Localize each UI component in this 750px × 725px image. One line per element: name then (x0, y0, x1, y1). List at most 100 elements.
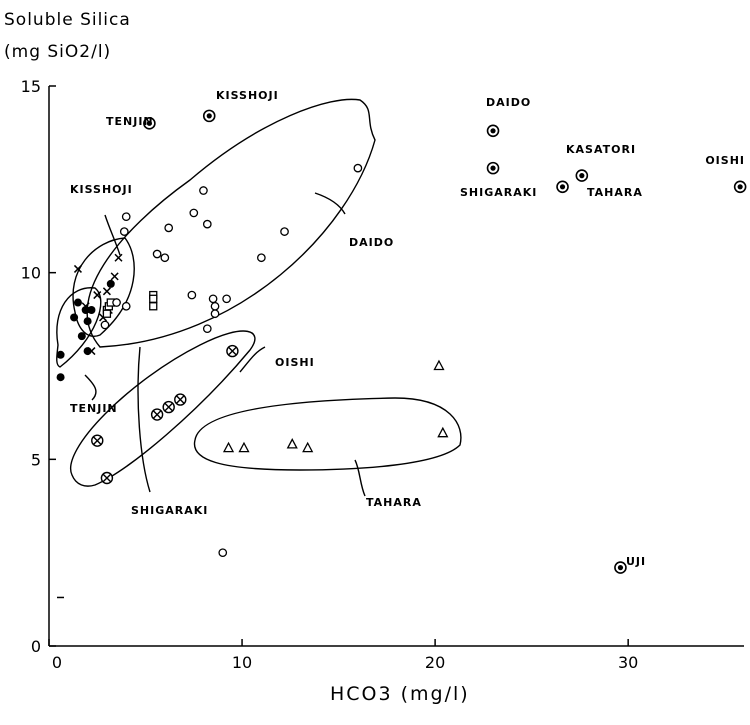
point-dot (70, 313, 79, 322)
data-point-dotted-circle (486, 124, 500, 138)
point-dot (490, 128, 496, 134)
point-dot (83, 347, 92, 356)
point-ring (202, 324, 212, 334)
annotation-label: UJI (626, 555, 646, 568)
point-triangle (222, 441, 235, 453)
group-outlines (56, 98, 462, 497)
point-triangle (302, 441, 314, 453)
data-point-circled-cross (100, 471, 114, 485)
point-cross (175, 395, 185, 404)
data-point-dotted-circle (202, 109, 216, 123)
point-ring (353, 163, 363, 173)
daido-outline (86, 98, 376, 348)
data-point-open-circle (210, 309, 220, 319)
data-point-open-circle (160, 253, 170, 263)
point-dot (73, 298, 82, 307)
data-point-open-circle (280, 227, 289, 236)
data-point-triangle (238, 441, 250, 453)
data-point-filled-circle (73, 298, 82, 307)
data-point-square (149, 302, 158, 311)
point-dot (617, 565, 624, 571)
point-dot (490, 165, 496, 171)
annotation-label: TAHARA (366, 496, 422, 509)
data-point-circled-cross (162, 400, 175, 414)
point-triangle (238, 441, 250, 453)
point-ring (210, 309, 220, 319)
data-point-filled-circle (56, 373, 65, 382)
point-ring (121, 301, 131, 311)
axes (48, 85, 744, 647)
data-point-filled-circle (87, 306, 96, 314)
annotation-label: OISHI (275, 356, 315, 369)
point-dot (559, 184, 566, 190)
point-cross (93, 291, 102, 300)
data-point-triangle (286, 438, 298, 449)
point-cross (228, 346, 237, 356)
data-point-open-circle (152, 249, 162, 259)
data-point-dotted-circle (733, 180, 747, 194)
tenjin-outline (56, 287, 102, 368)
data-point-triangle (302, 441, 314, 453)
point-cross (164, 402, 173, 412)
point-square (149, 302, 158, 311)
point-square (149, 294, 158, 303)
point-triangle (433, 359, 445, 371)
annotation-label: SHIGARAKI (460, 186, 537, 199)
data-point-open-circle (202, 324, 212, 334)
data-point-dotted-circle (486, 161, 500, 175)
data-point-circled-cross (91, 434, 104, 447)
data-point-square (149, 294, 158, 303)
y-tick-label: 10 (21, 264, 41, 283)
point-dot (87, 306, 96, 314)
data-point-dotted-circle (614, 561, 627, 574)
data-point-cross (81, 302, 90, 311)
point-dot (579, 173, 585, 179)
data-point-cross (102, 287, 111, 296)
point-dot (56, 373, 65, 382)
point-dot (56, 350, 65, 359)
data-point-square (102, 309, 112, 318)
point-dot (206, 113, 212, 119)
point-dot (106, 279, 115, 288)
annotation-label: TENJIN (106, 115, 154, 128)
annotation-label: KASATORI (566, 143, 636, 156)
x-tick-label: 30 (618, 653, 638, 672)
point-ring (202, 219, 212, 229)
data-point-filled-circle (77, 332, 86, 341)
data-point-open-circle (199, 186, 208, 195)
point-ring (218, 548, 228, 558)
tahara-outline (193, 397, 462, 471)
kisshoji-outline (72, 237, 135, 337)
data-point-open-circle (121, 212, 131, 222)
annotation-label: SHIGARAKI (131, 504, 208, 517)
x-axis-label: HCO3 (mg/l) (330, 683, 470, 705)
annotation-label: OISHI (705, 154, 745, 167)
point-cross (110, 272, 119, 281)
data-point-filled-circle (70, 313, 79, 322)
point-cross (81, 302, 90, 311)
data-point-dotted-circle (143, 117, 156, 130)
point-ring (199, 186, 208, 195)
data-point-open-circle (164, 223, 174, 233)
point-ring (189, 208, 199, 218)
x-tick-label: 20 (425, 653, 445, 672)
annotation-label: KISSHOJI (216, 89, 279, 102)
data-point-triangle (433, 359, 445, 371)
point-ring (210, 301, 220, 311)
point-ring (257, 253, 266, 263)
y-tick-label: 15 (21, 77, 41, 96)
annotation-label: DAIDO (486, 96, 531, 109)
point-dot (77, 332, 86, 341)
data-point-cross (93, 291, 102, 300)
point-triangle (286, 438, 298, 449)
point-ring (121, 212, 131, 222)
data-point-open-circle (222, 294, 231, 304)
point-dot (146, 120, 152, 126)
point-dot (83, 317, 92, 326)
data-point-open-circle (208, 294, 218, 304)
data-point-triangle (222, 441, 235, 453)
annotation-label: TENJIN (70, 402, 118, 415)
data-point-open-circle (202, 219, 212, 229)
data-point-open-circle (121, 301, 131, 311)
